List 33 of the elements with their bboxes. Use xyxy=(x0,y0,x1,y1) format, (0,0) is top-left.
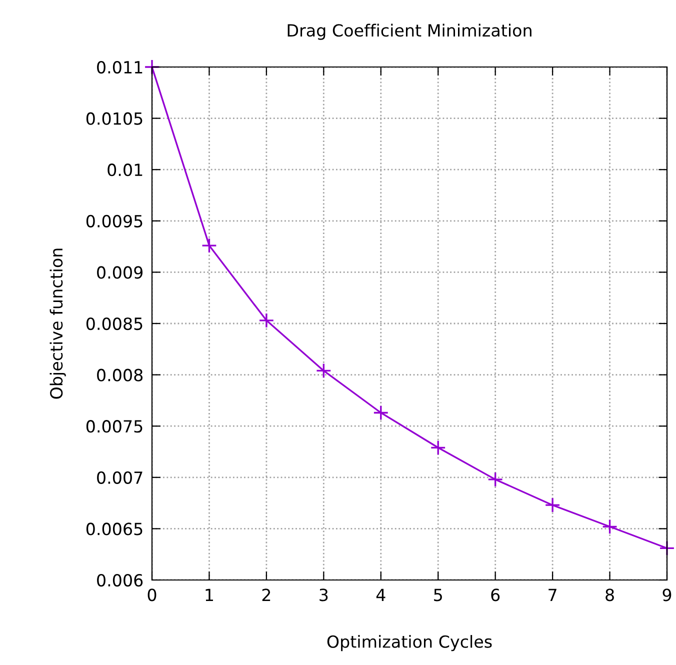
x-tick-label: 9 xyxy=(662,588,672,602)
x-tick-label: 0 xyxy=(148,588,156,602)
point xyxy=(373,404,389,421)
chart-title: Drag Coefficient Minimization xyxy=(288,24,532,40)
y-tick-label: 0.006 xyxy=(97,574,143,587)
x-tick-label: 6 xyxy=(491,588,500,602)
y-axis-title: Objective function xyxy=(50,248,66,399)
x-tick-label: 1 xyxy=(206,588,213,601)
y-tick-label: 0.0095 xyxy=(86,214,142,228)
point xyxy=(258,312,274,328)
x-tick-label: 3 xyxy=(320,588,328,602)
y-tick-label: 0.01 xyxy=(108,164,142,176)
y-tick-label: 0.008 xyxy=(97,368,143,382)
x-tick-label: 2 xyxy=(262,588,270,601)
x-tick-label: 7 xyxy=(548,588,556,601)
point xyxy=(659,540,675,556)
x-tick-label: 5 xyxy=(434,588,442,602)
x-tick-label: 4 xyxy=(376,588,386,601)
y-tick-label: 0.0075 xyxy=(86,420,142,433)
point xyxy=(488,472,504,488)
y-tick-label: 0.007 xyxy=(97,471,142,484)
y-tick-label: 0.0105 xyxy=(86,112,142,125)
point xyxy=(201,238,217,254)
y-tick-label: 0.011 xyxy=(97,60,142,74)
y-tick-label: 0.0085 xyxy=(86,317,142,330)
point xyxy=(544,497,560,513)
point xyxy=(316,362,332,378)
point xyxy=(430,440,446,456)
y-tick-label: 0.0065 xyxy=(86,522,142,536)
point xyxy=(602,518,618,534)
x-axis-title: Optimization Cycles xyxy=(327,635,492,652)
y-tick-label: 0.009 xyxy=(97,266,142,279)
x-tick-label: 8 xyxy=(606,588,614,602)
